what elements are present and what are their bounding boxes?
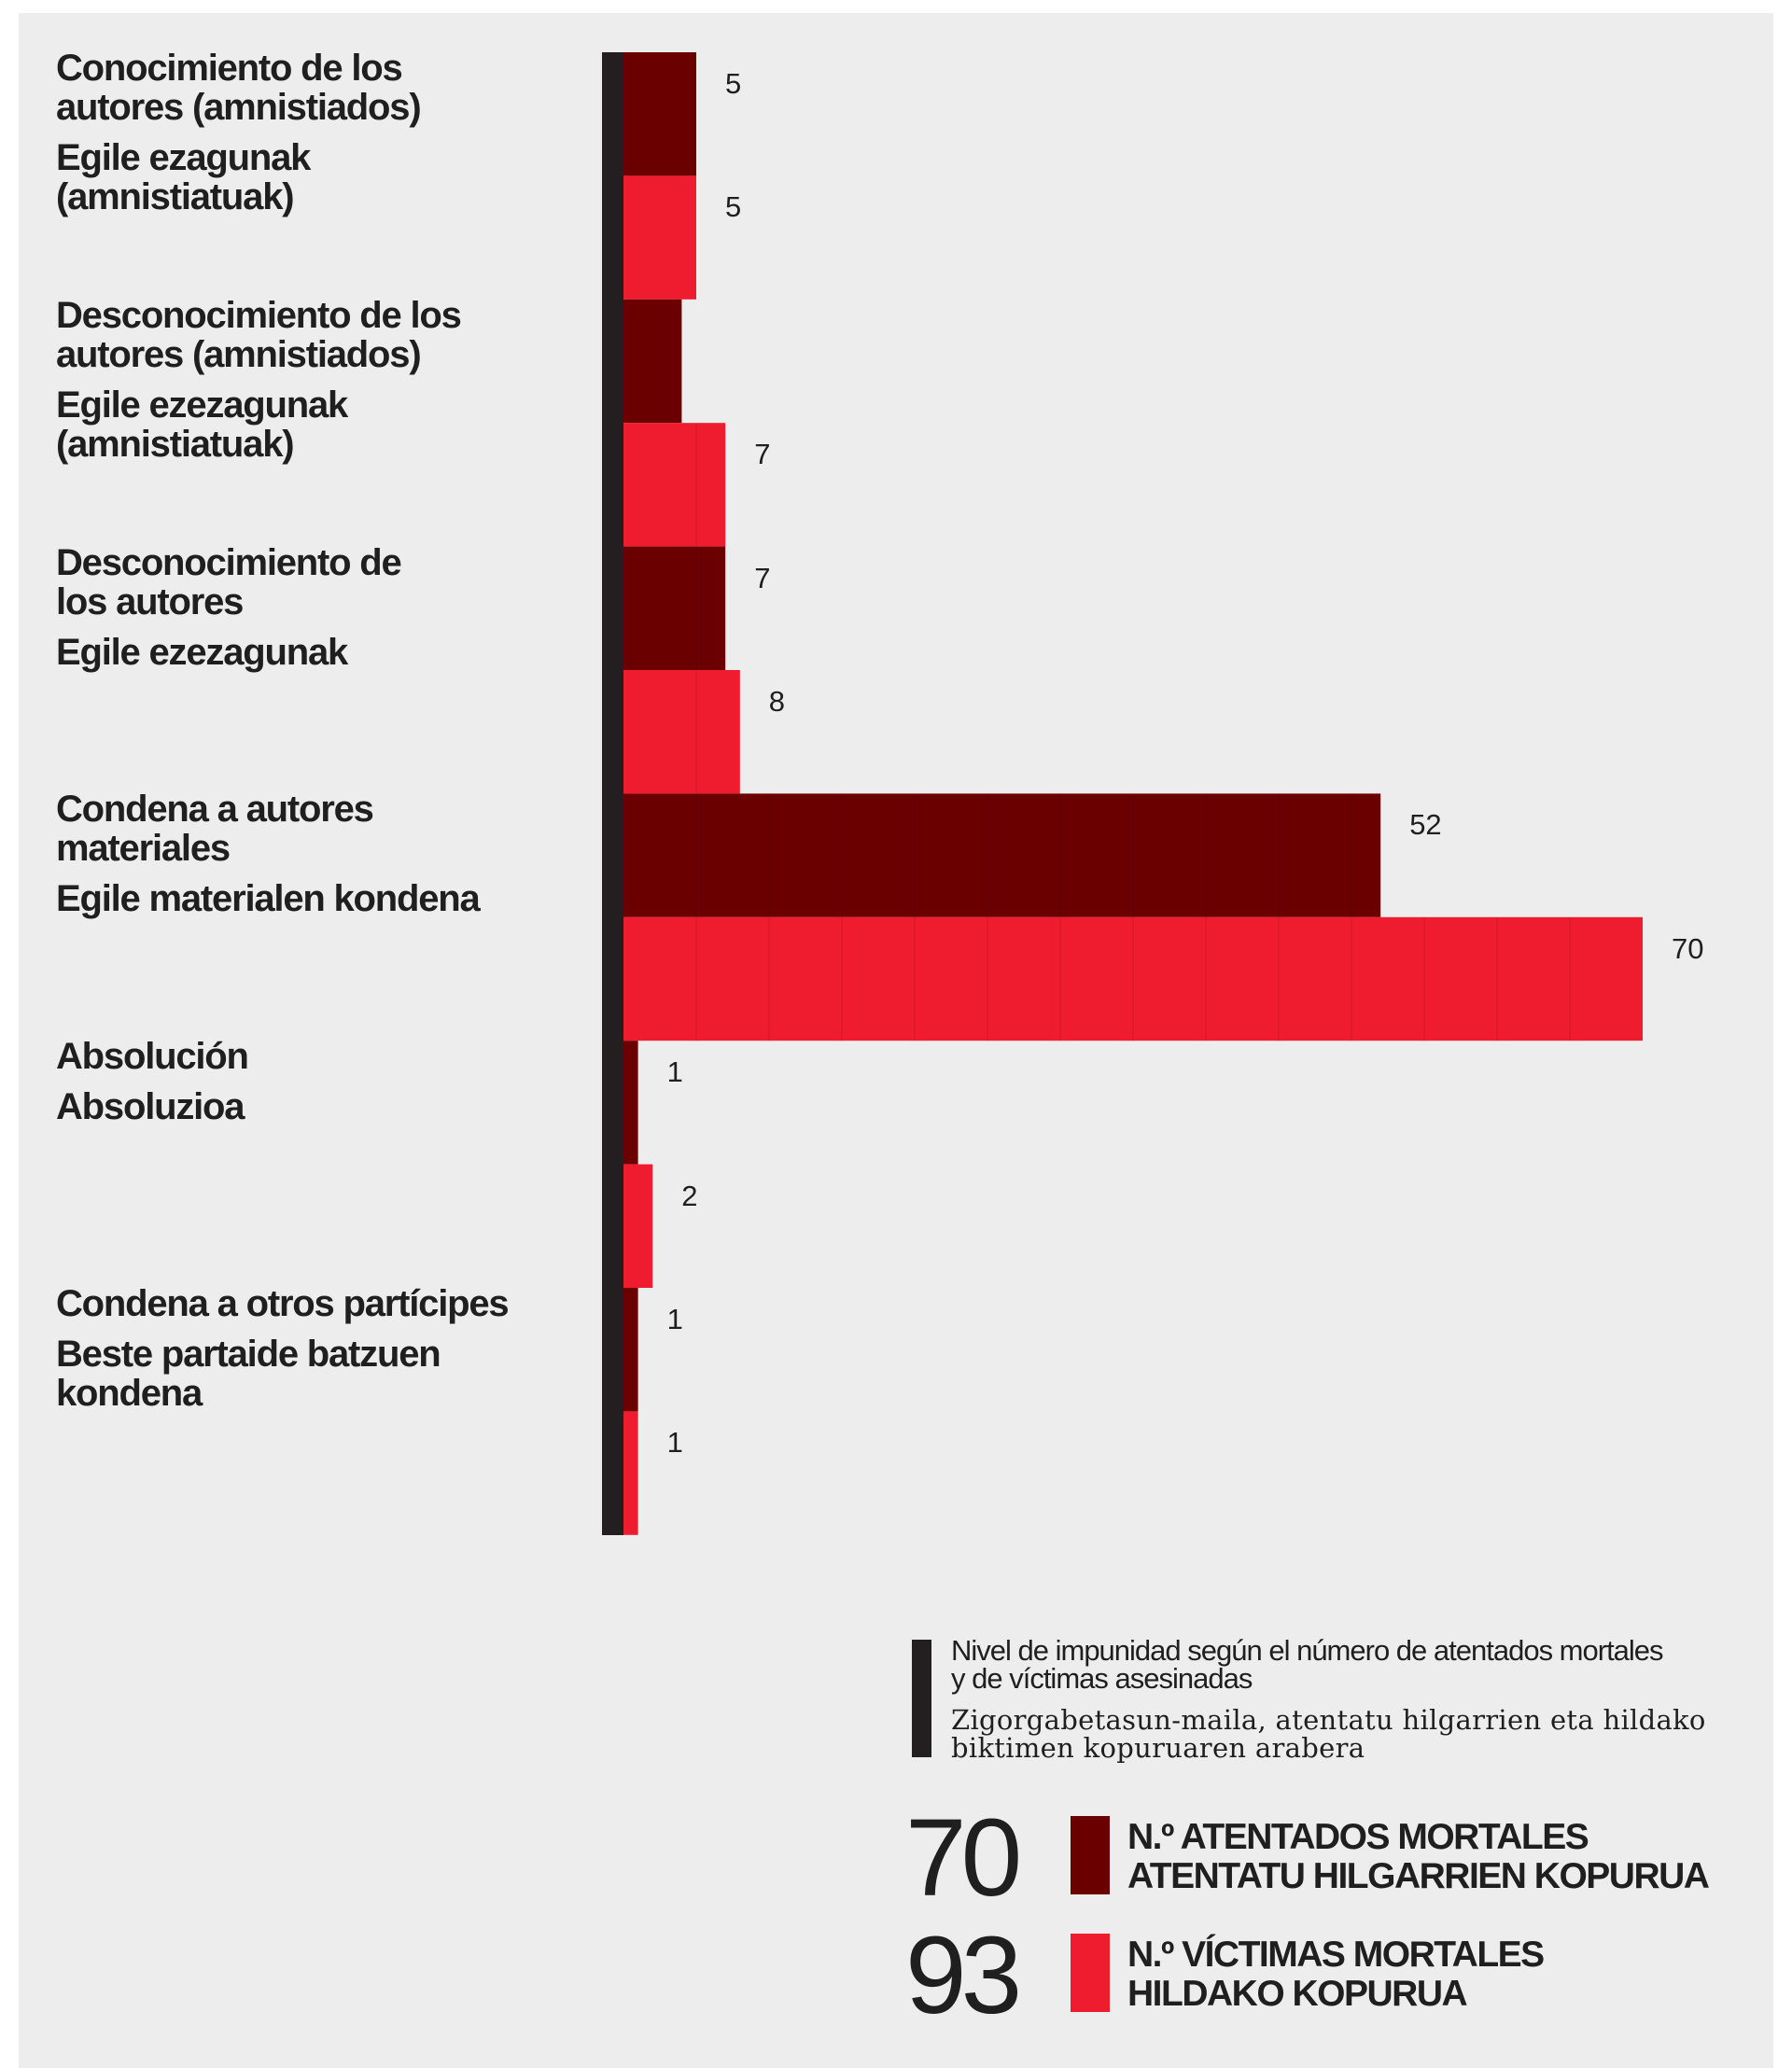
series-total: 70 xyxy=(905,1796,1022,1920)
category-es: Condena a autores materiales xyxy=(56,789,374,870)
value-label: 1 xyxy=(666,1426,683,1460)
axis-bar xyxy=(602,52,623,1535)
legend-swatch xyxy=(1071,1934,1110,2012)
bar xyxy=(623,1041,638,1165)
bar xyxy=(623,423,726,547)
legend-name-eu: ATENTATU HILGARRIEN KOPURUA xyxy=(1127,1856,1710,1896)
category-es: Condena a otros partícipes xyxy=(56,1283,510,1324)
series-total: 93 xyxy=(905,1914,1022,2037)
bar xyxy=(623,1411,638,1535)
bar xyxy=(623,793,1381,917)
legend-bar xyxy=(912,1640,931,1757)
bar xyxy=(623,1288,638,1412)
bar xyxy=(623,670,740,794)
legend-name: N.º ATENTADOS MORTALES xyxy=(1127,1817,1589,1857)
category-es: Desconocimiento de los autores xyxy=(56,541,402,622)
category-label: Conocimiento de los autores (amnistiados… xyxy=(56,49,579,217)
category-eu: Egile ezezagunak (amnistiatuak) xyxy=(56,384,348,465)
legend-swatch xyxy=(1071,1816,1110,1894)
value-label: 7 xyxy=(754,561,771,594)
category-label: Desconocimiento de los autores (amnistia… xyxy=(56,296,579,464)
legend-name-eu: HILDAKO KOPURUA xyxy=(1127,1974,1468,2014)
category-eu: Egile ezagunak (amnistiatuak) xyxy=(56,137,311,217)
value-label: 70 xyxy=(1672,931,1704,965)
bar xyxy=(623,299,682,424)
value-label: 5 xyxy=(725,190,742,224)
bar xyxy=(623,916,1643,1041)
value-label: 52 xyxy=(1409,808,1442,842)
category-label: Condena a otros partícipes Beste partaide… xyxy=(56,1284,579,1413)
value-label: 7 xyxy=(754,438,771,471)
value-label: 1 xyxy=(666,1303,683,1335)
category-eu: Egile materialen kondena xyxy=(56,878,481,920)
category-es: Desconocimiento de los autores (amnistia… xyxy=(56,294,462,375)
category-es: Absolución xyxy=(56,1036,249,1078)
category-es: Conocimiento de los autores (amnistiados… xyxy=(56,48,422,128)
category-label: Absolución Absoluzioa xyxy=(56,1037,579,1126)
bar xyxy=(623,546,726,670)
value-label: 2 xyxy=(681,1179,698,1212)
value-label: 8 xyxy=(768,685,786,718)
category-eu: Egile ezezagunak xyxy=(56,631,348,673)
title-eu: Zigorgabetasun-maila, atentatu hilgarrie… xyxy=(951,1704,1706,1764)
value-label: 5 xyxy=(725,67,742,100)
value-label: 1 xyxy=(666,1055,683,1089)
category-eu: Absoluzioa xyxy=(56,1086,245,1128)
bar xyxy=(623,175,696,300)
category-eu: Beste partaide batzuen kondena xyxy=(56,1334,441,1414)
category-label: Condena a autores materiales Egile materi… xyxy=(56,789,579,918)
bar xyxy=(623,52,696,176)
title: Nivel de impunidad según el número de at… xyxy=(951,1634,1664,1695)
category-label: Desconocimiento de los autores Egile ezez… xyxy=(56,543,579,672)
legend-name: N.º VÍCTIMAS MORTALES xyxy=(1127,1935,1545,1975)
bar xyxy=(623,1164,653,1288)
